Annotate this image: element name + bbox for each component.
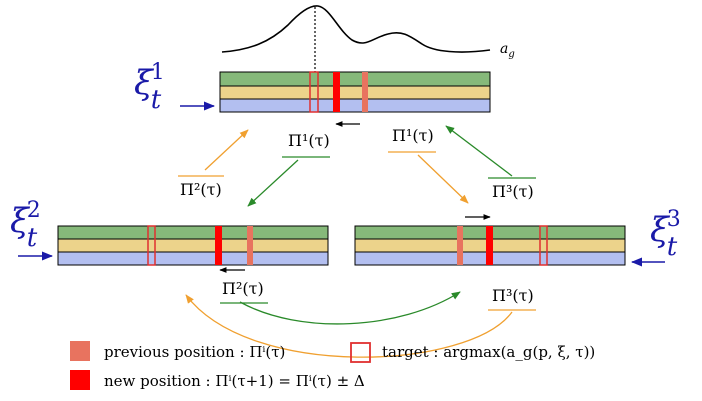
- attention-curve: [221, 5, 491, 53]
- bar-agent-2: [57, 225, 329, 266]
- orange-arrow-p1-to-bar3: [417, 154, 469, 204]
- previous-position-marker: [457, 226, 463, 265]
- previous-position-marker: [362, 72, 368, 112]
- legend-target-swatch: [350, 342, 371, 363]
- green-arrow-p3-to-bar1: [445, 125, 513, 177]
- new-position-marker: [333, 72, 340, 112]
- xi-label-agent-2: ξ2t: [10, 198, 41, 253]
- green-arrow-p1-to-bar2: [247, 159, 299, 207]
- legend-new-swatch: [70, 370, 90, 390]
- target-marker: [539, 225, 548, 266]
- new-position-marker: [486, 226, 493, 265]
- pi-label-p1-right: Π¹(τ): [392, 126, 434, 145]
- new-position-marker: [215, 226, 222, 265]
- legend-previous-swatch: [70, 341, 90, 361]
- pi-label-p3-top: Π³(τ): [492, 182, 534, 201]
- legend-target-label: target : argmax(a_g(p, ξ, τ)): [382, 343, 596, 361]
- target-marker: [147, 225, 156, 266]
- pi-label-p2-top: Π²(τ): [180, 180, 222, 199]
- orange-curve-p3-to-bar2: [185, 294, 513, 358]
- green-curve-p2-to-bar3: [239, 291, 461, 325]
- bar-agent-1: [219, 71, 491, 113]
- xi-label-agent-1: ξ1t: [134, 60, 165, 115]
- pi-label-p2-bottom: Π²(τ): [222, 279, 264, 298]
- xi-label-agent-3: ξ3t: [650, 207, 681, 262]
- curve-label: ag: [500, 41, 515, 60]
- pi-label-p3-bottom: Π³(τ): [492, 286, 534, 305]
- pi-label-p1-left: Π¹(τ): [288, 131, 330, 150]
- legend-previous-label: previous position : Πⁱ(τ): [104, 343, 286, 361]
- target-marker: [309, 71, 319, 113]
- legend-new-label: new position : Πⁱ(τ+1) = Πⁱ(τ) ± Δ: [104, 372, 365, 390]
- previous-position-marker: [247, 226, 253, 265]
- orange-arrow-p2-to-bar1: [204, 129, 249, 171]
- bar-agent-3: [354, 225, 626, 266]
